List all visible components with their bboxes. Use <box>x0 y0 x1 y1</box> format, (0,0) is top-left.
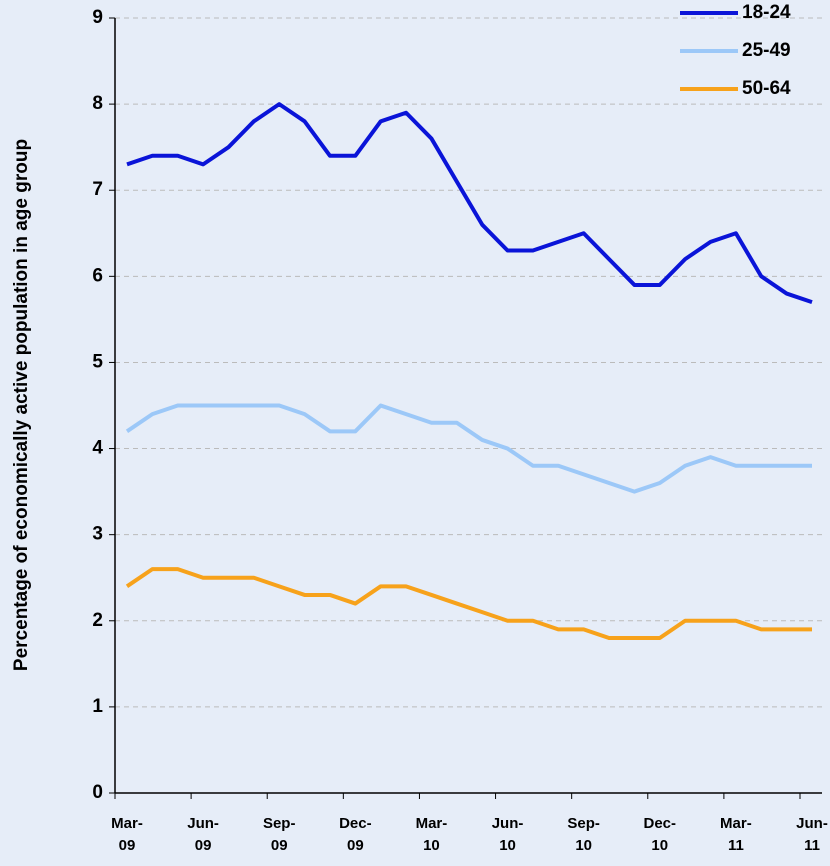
y-tick-label: 1 <box>92 696 103 717</box>
x-tick-label: Jun- 10 <box>491 815 524 854</box>
x-tick-label: Dec- 09 <box>339 815 372 854</box>
x-tick-label: Mar- 09 <box>111 815 143 854</box>
y-tick-label: 5 <box>92 351 103 372</box>
x-tick-label: Mar- 11 <box>720 815 752 854</box>
x-tick-label: Mar- 10 <box>415 815 448 854</box>
y-tick-label: 0 <box>92 782 103 803</box>
series-line <box>126 102 813 305</box>
legend-label: 25-49 <box>742 40 791 61</box>
y-tick-label: 6 <box>92 265 103 286</box>
x-tick-label: Sep- 10 <box>567 815 600 854</box>
y-axis-label: Percentage of economically active popula… <box>11 139 32 671</box>
series-line <box>125 567 812 640</box>
x-tick-label: Sep- 09 <box>262 815 296 854</box>
y-tick-label: 3 <box>92 524 103 545</box>
y-tick-label: 8 <box>92 93 103 114</box>
y-tick-label: 7 <box>92 179 103 200</box>
x-tick-label: Dec- 10 <box>643 815 677 854</box>
y-tick-label: 2 <box>92 610 103 631</box>
y-tick-label: 9 <box>92 7 103 28</box>
x-tick-label: Jun- 09 <box>187 815 219 854</box>
x-tick-label: Jun- 11 <box>796 815 828 854</box>
series-line <box>125 403 812 494</box>
legend-label: 50-64 <box>742 78 791 99</box>
y-tick-label: 4 <box>92 438 103 459</box>
legend-label: 18-24 <box>742 2 791 23</box>
